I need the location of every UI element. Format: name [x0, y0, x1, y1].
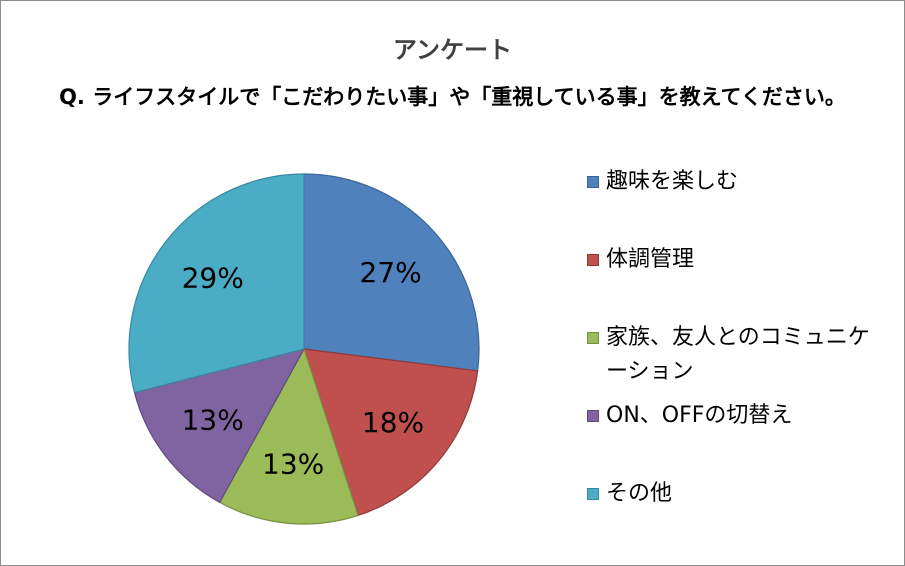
- legend-swatch-1: [587, 254, 599, 266]
- data-label-1: 18%: [362, 406, 424, 439]
- legend-swatch-0: [587, 176, 599, 188]
- pie-slice-1: [303, 348, 479, 517]
- legend-swatch-3: [587, 410, 599, 422]
- legend-swatch-4: [587, 488, 599, 500]
- legend-label-0: 趣味を楽しむ: [606, 169, 739, 194]
- chart-title: アンケート: [392, 36, 513, 64]
- pie-slice-3: [133, 348, 306, 504]
- legend-swatch-2: [587, 332, 599, 344]
- chart-subtitle: Q. ライフスタイルで「こだわりたい事」や「重視している事」を教えてください。: [59, 85, 846, 109]
- legend-label-1: 体調管理: [606, 247, 695, 272]
- legend-item-3: ON、OFFの切替え: [587, 399, 887, 433]
- data-label-0: 27%: [360, 256, 422, 289]
- pie-slice-2: [218, 347, 359, 525]
- pie-slice-4: [128, 173, 305, 394]
- data-label-4: 29%: [182, 262, 244, 295]
- legend-item-1: 体調管理: [587, 243, 887, 277]
- legend-label-2: 家族、友人とのコミュニケーション: [606, 325, 870, 384]
- data-label-3: 13%: [182, 403, 244, 436]
- pie-slice-0: [303, 173, 480, 372]
- legend-item-0: 趣味を楽しむ: [587, 165, 887, 199]
- legend-item-2: 家族、友人とのコミュニケーション: [587, 321, 887, 389]
- data-label-2: 13%: [262, 447, 324, 480]
- legend-label-4: その他: [606, 481, 673, 506]
- legend-item-4: その他: [587, 477, 887, 511]
- legend-label-3: ON、OFFの切替え: [606, 403, 793, 428]
